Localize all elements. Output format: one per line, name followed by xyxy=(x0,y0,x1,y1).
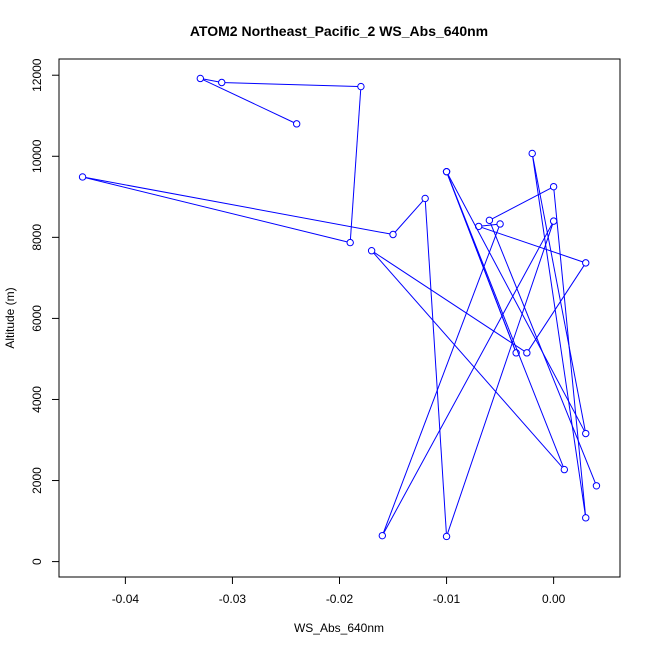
x-tick-label: 0.00 xyxy=(542,592,566,606)
chart-title: ATOM2 Northeast_Pacific_2 WS_Abs_640nm xyxy=(190,23,488,39)
y-tick-label: 6000 xyxy=(30,305,44,332)
series-segment xyxy=(532,156,586,515)
series-segment xyxy=(203,78,219,83)
data-point xyxy=(78,173,87,181)
data-point xyxy=(549,182,558,191)
data-point xyxy=(512,349,520,357)
series-segment xyxy=(424,201,447,534)
series-segment xyxy=(447,174,516,351)
data-point xyxy=(367,247,376,255)
data-point xyxy=(582,429,590,438)
series-segment xyxy=(528,265,585,351)
data-point xyxy=(474,222,483,231)
series-segment xyxy=(374,252,525,352)
data-point xyxy=(523,349,531,357)
series-segment xyxy=(349,89,362,240)
x-axis-label: WS_Abs_640nm xyxy=(294,621,384,635)
data-point xyxy=(218,78,226,87)
y-tick-label: 4000 xyxy=(30,386,44,413)
series-segment xyxy=(383,223,553,534)
y-tick-label: 12000 xyxy=(30,58,44,92)
data-point xyxy=(378,531,387,540)
series-segment xyxy=(224,82,358,87)
series-segment xyxy=(203,79,294,123)
y-tick-label: 2000 xyxy=(30,467,44,494)
series-segment xyxy=(447,174,585,431)
series-segment xyxy=(85,177,390,235)
x-tick-label: -0.01 xyxy=(433,592,461,606)
series xyxy=(78,74,601,541)
x-tick-label: -0.04 xyxy=(112,592,140,606)
data-point xyxy=(292,120,301,128)
x-tick-label: -0.03 xyxy=(219,592,247,606)
data-point xyxy=(592,482,601,490)
data-point xyxy=(421,194,429,203)
y-axis: 0 2000 4000 6000 8000 10000 12000 xyxy=(30,58,59,565)
data-point xyxy=(442,532,451,541)
y-axis-label: Altitude (m) xyxy=(3,287,17,348)
series-segment xyxy=(373,252,563,468)
y-tick-label: 10000 xyxy=(30,139,44,173)
data-point xyxy=(582,514,590,522)
y-tick-label: 8000 xyxy=(30,224,44,251)
data-point xyxy=(549,217,558,225)
series-segment xyxy=(394,200,424,233)
data-point xyxy=(357,82,365,91)
data-point xyxy=(582,259,590,267)
series-segment xyxy=(490,223,596,484)
series-segment xyxy=(85,177,348,243)
data-point xyxy=(560,465,569,474)
series-segment xyxy=(481,226,583,263)
data-point xyxy=(496,220,504,228)
series-segment xyxy=(553,189,586,515)
data-point xyxy=(442,167,451,176)
series-segment xyxy=(382,226,500,533)
series-segment xyxy=(491,187,552,220)
data-point xyxy=(346,238,354,247)
series-segment xyxy=(447,223,554,534)
x-tick-label: -0.02 xyxy=(326,592,354,606)
data-point xyxy=(389,230,397,239)
y-tick-label: 0 xyxy=(30,558,44,565)
series-segment xyxy=(481,223,497,227)
series-segment xyxy=(532,156,586,431)
x-axis: -0.04 -0.03 -0.02 -0.01 0.00 xyxy=(112,577,566,606)
data-point xyxy=(485,216,494,225)
plot-frame xyxy=(58,58,621,578)
data-point xyxy=(528,149,536,158)
series-segment xyxy=(447,174,564,467)
data-point xyxy=(196,74,205,83)
